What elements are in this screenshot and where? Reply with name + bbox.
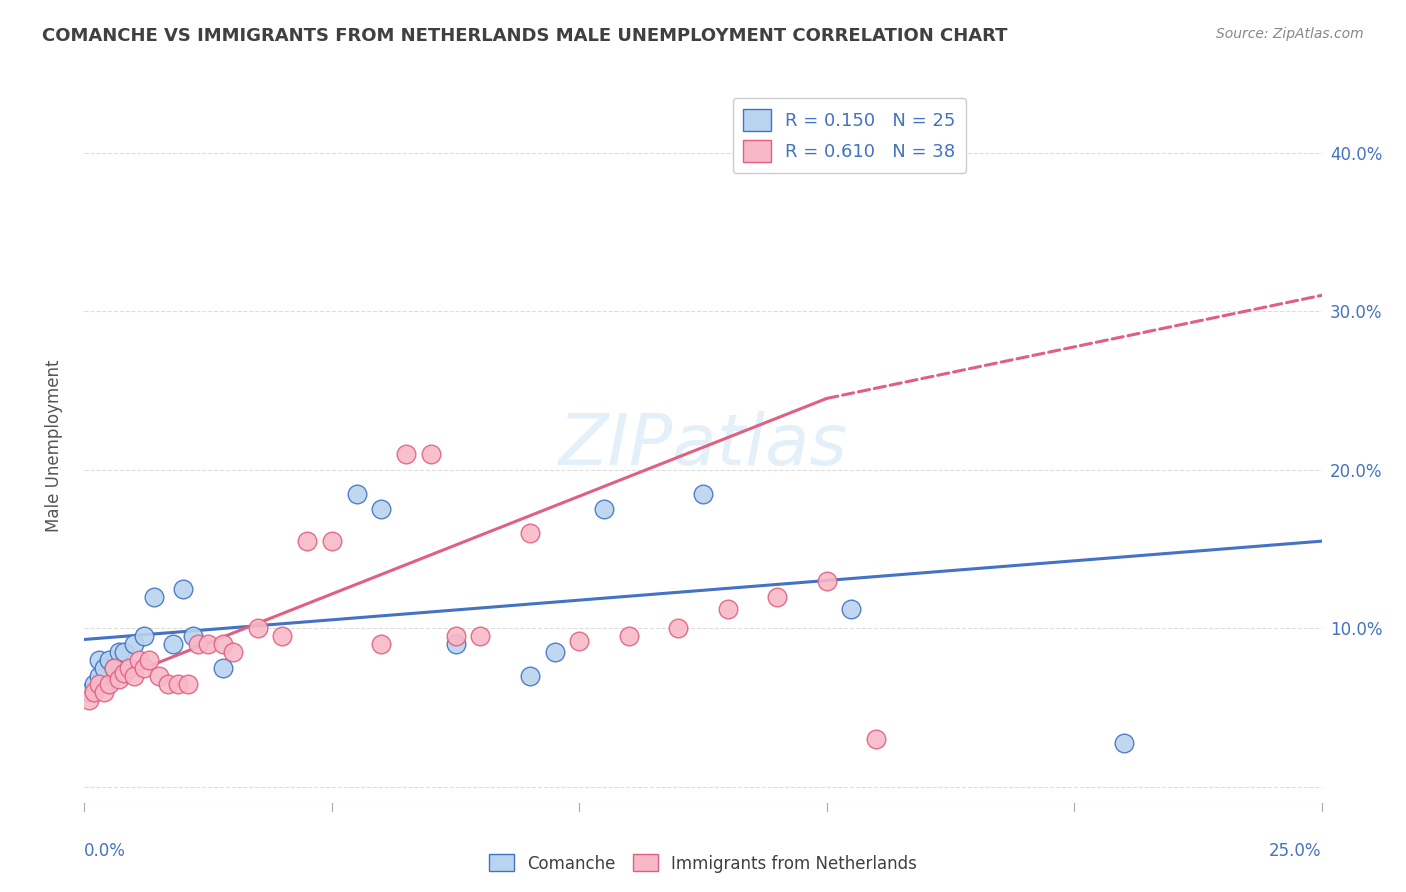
Point [271,629,294,643]
Point [766,590,789,604]
Point [717,602,740,616]
Point [172,582,194,596]
Point [841,602,863,616]
Point [83,685,105,699]
Point [197,637,219,651]
Point [617,629,640,643]
Point [128,653,150,667]
Point [222,645,245,659]
Point [212,637,235,651]
Point [162,637,184,651]
Point [89,669,111,683]
Point [79,692,101,706]
Point [419,447,441,461]
Point [1112,735,1135,749]
Point [543,645,565,659]
Point [167,677,190,691]
Point [470,629,492,643]
Point [132,661,155,675]
Point [98,677,121,691]
Point [177,677,200,691]
Text: 25.0%: 25.0% [1270,842,1322,861]
Point [93,661,115,675]
Point [103,661,125,675]
Point [83,677,105,691]
Point [142,590,165,604]
Point [108,672,131,686]
Text: Source: ZipAtlas.com: Source: ZipAtlas.com [1216,27,1364,41]
Point [815,574,838,588]
Legend: R = 0.150   N = 25, R = 0.610   N = 38: R = 0.150 N = 25, R = 0.610 N = 38 [733,98,966,173]
Point [395,447,418,461]
Point [568,634,591,648]
Legend: Comanche, Immigrants from Netherlands: Comanche, Immigrants from Netherlands [482,847,924,880]
Text: COMANCHE VS IMMIGRANTS FROM NETHERLANDS MALE UNEMPLOYMENT CORRELATION CHART: COMANCHE VS IMMIGRANTS FROM NETHERLANDS … [42,27,1008,45]
Point [444,629,467,643]
Point [103,661,125,675]
Point [118,661,141,675]
Point [666,621,689,635]
Point [295,534,318,549]
Point [321,534,343,549]
Point [148,669,170,683]
Point [346,486,368,500]
Point [108,645,131,659]
Point [112,665,135,680]
Point [246,621,269,635]
Point [370,502,392,516]
Point [122,637,145,651]
Point [93,685,115,699]
Point [138,653,160,667]
Y-axis label: Male Unemployment: Male Unemployment [45,359,63,533]
Point [692,486,714,500]
Point [212,661,235,675]
Point [89,677,111,691]
Point [89,653,111,667]
Point [79,685,101,699]
Point [519,526,541,541]
Point [98,653,121,667]
Point [593,502,616,516]
Point [444,637,467,651]
Point [122,669,145,683]
Point [132,629,155,643]
Text: ZIPatlas: ZIPatlas [558,411,848,481]
Point [181,629,204,643]
Point [519,669,541,683]
Point [370,637,392,651]
Point [112,645,135,659]
Text: 0.0%: 0.0% [84,842,127,861]
Point [187,637,209,651]
Point [157,677,180,691]
Point [865,732,887,747]
